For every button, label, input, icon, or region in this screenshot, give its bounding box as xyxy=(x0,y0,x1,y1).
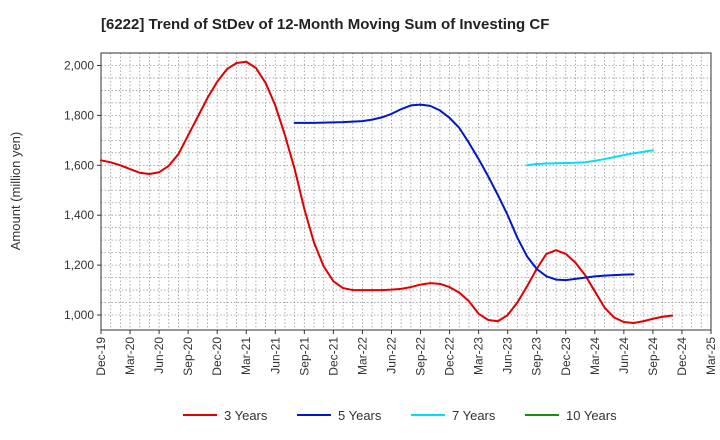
y-axis: 1,000 1,200 1,400 1,600 1,800 2,000 xyxy=(64,58,101,322)
x-tick-label: Dec-24 xyxy=(675,337,689,376)
y-tick-label: 1,600 xyxy=(64,158,94,172)
x-tick-label: Sep-20 xyxy=(181,337,195,376)
series-lines xyxy=(100,60,674,325)
x-tick-label: Sep-21 xyxy=(297,337,311,376)
x-tick-label: Jun-22 xyxy=(384,337,398,374)
x-tick-label: Dec-23 xyxy=(559,337,573,376)
legend-label-7-years: 7 Years xyxy=(452,408,496,423)
y-tick-label: 1,000 xyxy=(64,308,94,322)
x-tick-label: Mar-23 xyxy=(472,337,486,375)
grid xyxy=(101,53,711,330)
y-tick-label: 1,400 xyxy=(64,208,94,222)
x-axis: Dec-19 Mar-20 Jun-20 Sep-20 Dec-20 Mar-21 Jun-… xyxy=(94,330,718,376)
chart-title: [6222] Trend of StDev of 12-Month Moving… xyxy=(101,16,549,33)
x-tick-label: Mar-22 xyxy=(355,337,369,375)
x-tick-label: Dec-22 xyxy=(443,337,457,376)
x-tick-label: Sep-23 xyxy=(530,337,544,376)
x-tick-label: Mar-21 xyxy=(239,337,253,375)
x-tick-label: Sep-22 xyxy=(414,337,428,376)
x-tick-label: Jun-24 xyxy=(617,337,631,374)
series-line-5-years xyxy=(293,103,635,282)
series-line-3-years xyxy=(100,60,674,325)
x-tick-label: Sep-24 xyxy=(646,337,660,376)
y-axis-label: Amount (million yen) xyxy=(8,132,23,251)
plot-frame xyxy=(100,52,712,331)
legend-label-3-years: 3 Years xyxy=(224,408,268,423)
legend-label-10-years: 10 Years xyxy=(566,408,617,423)
x-tick-label: Mar-25 xyxy=(704,337,718,375)
y-tick-label: 1,200 xyxy=(64,258,94,272)
y-tick-label: 1,800 xyxy=(64,108,94,122)
series-line-7-years xyxy=(526,149,654,167)
y-tick-label: 2,000 xyxy=(64,58,94,72)
x-tick-label: Jun-21 xyxy=(268,337,282,374)
legend: 3 Years 5 Years 7 Years 10 Years xyxy=(183,408,617,423)
legend-label-5-years: 5 Years xyxy=(338,408,382,423)
x-tick-label: Jun-23 xyxy=(501,337,515,374)
x-tick-label: Mar-24 xyxy=(588,337,602,375)
x-tick-label: Dec-21 xyxy=(326,337,340,376)
x-tick-label: Mar-20 xyxy=(123,337,137,375)
x-tick-label: Jun-20 xyxy=(152,337,166,374)
x-tick-label: Dec-19 xyxy=(94,337,108,376)
x-tick-label: Dec-20 xyxy=(210,337,224,376)
